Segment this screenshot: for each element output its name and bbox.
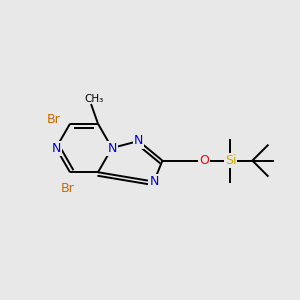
Text: Br: Br — [47, 113, 61, 126]
Text: N: N — [51, 142, 61, 154]
Text: N: N — [134, 134, 143, 148]
Text: N: N — [107, 142, 117, 154]
Text: N: N — [149, 175, 159, 188]
Text: O: O — [200, 154, 209, 167]
Text: Si: Si — [225, 154, 236, 167]
Text: CH₃: CH₃ — [84, 94, 104, 104]
Text: Br: Br — [61, 182, 75, 195]
